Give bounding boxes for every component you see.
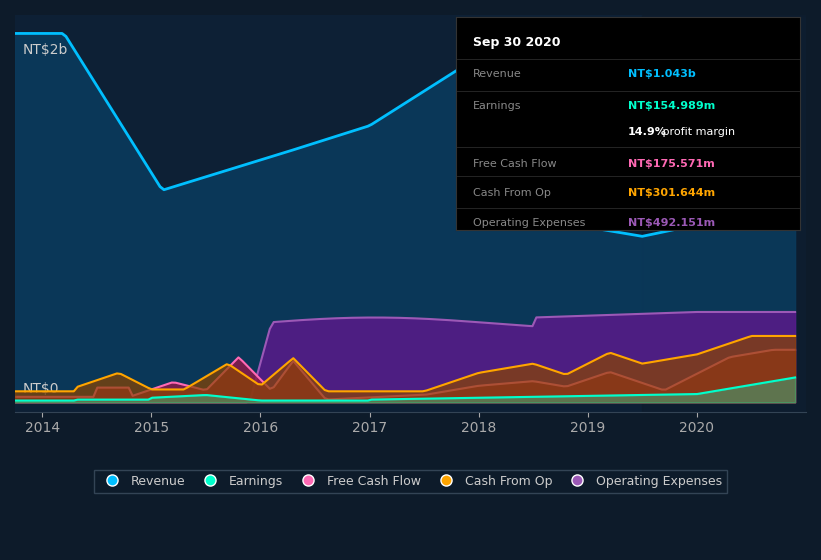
Text: NT$301.644m: NT$301.644m [628, 188, 715, 198]
Text: 14.9%: 14.9% [628, 127, 667, 137]
Text: NT$175.571m: NT$175.571m [628, 158, 715, 169]
Text: NT$1.043b: NT$1.043b [628, 69, 696, 80]
Text: Free Cash Flow: Free Cash Flow [473, 158, 557, 169]
Text: NT$492.151m: NT$492.151m [628, 218, 715, 228]
Text: NT$2b: NT$2b [23, 43, 68, 57]
Text: Cash From Op: Cash From Op [473, 188, 551, 198]
Text: Operating Expenses: Operating Expenses [473, 218, 585, 228]
Text: NT$0: NT$0 [23, 382, 59, 396]
Bar [642, 15, 821, 412]
Text: Earnings: Earnings [473, 101, 521, 111]
Text: Revenue: Revenue [473, 69, 521, 80]
Text: NT$154.989m: NT$154.989m [628, 101, 715, 111]
Text: Sep 30 2020: Sep 30 2020 [473, 36, 561, 49]
Text: profit margin: profit margin [659, 127, 736, 137]
Legend: Revenue, Earnings, Free Cash Flow, Cash From Op, Operating Expenses: Revenue, Earnings, Free Cash Flow, Cash … [94, 470, 727, 493]
